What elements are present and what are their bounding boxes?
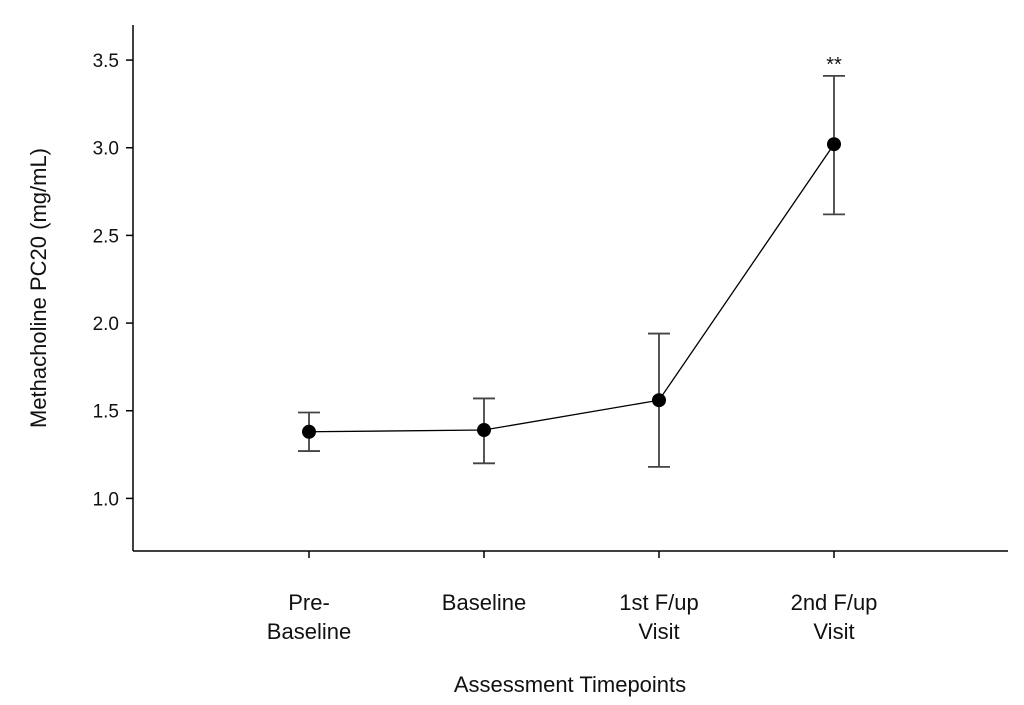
x-category-label-line: Baseline: [267, 619, 351, 644]
series-group: [298, 74, 845, 468]
x-category-label: 1st F/up Visit: [619, 590, 698, 644]
annotations: **: [826, 54, 842, 76]
y-ticks: 1.0 1.5 2.0 2.5 3.0 3.5: [93, 51, 133, 510]
axes: [132, 25, 1008, 552]
significance-annotation: **: [826, 54, 842, 76]
y-tick-label: 2.0: [93, 314, 119, 335]
series-line: [308, 143, 835, 433]
x-category-label-line: Visit: [813, 619, 854, 644]
y-tick-label: 3.5: [93, 51, 119, 72]
data-point: [652, 393, 666, 408]
x-category-label-line: 1st F/up: [619, 590, 698, 615]
x-category-label: 2nd F/up Visit: [791, 590, 878, 644]
x-category-label: Pre- Baseline: [267, 590, 351, 644]
x-category-label: Baseline: [442, 590, 526, 615]
data-point: [302, 424, 316, 439]
y-tick-label: 2.5: [93, 226, 119, 247]
y-tick-label: 3.0: [93, 139, 119, 160]
x-category-label-line: Baseline: [442, 590, 526, 615]
x-category-label-line: 2nd F/up: [791, 590, 878, 615]
y-tick-label: 1.5: [93, 402, 119, 423]
y-tick-label: 1.0: [93, 489, 119, 510]
data-point: [827, 137, 841, 152]
x-category-label-line: Visit: [638, 619, 679, 644]
x-axis-title: Assessment Timepoints: [454, 672, 686, 697]
x-category-label-line: Pre-: [288, 590, 330, 615]
data-point: [477, 423, 491, 438]
y-axis-title: Methacholine PC20 (mg/mL): [26, 148, 51, 428]
